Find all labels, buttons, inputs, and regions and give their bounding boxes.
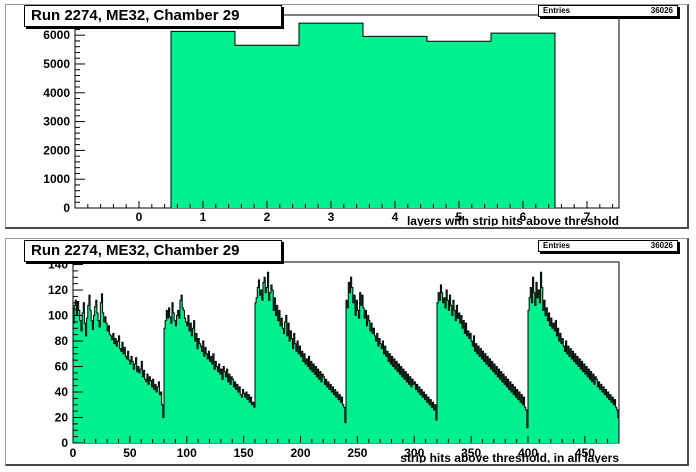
x-tick-label: 400: [518, 446, 538, 460]
y-tick-label: 80: [55, 334, 69, 348]
x-tick-label: 350: [461, 446, 481, 460]
y-tick-label: 1000: [43, 172, 70, 186]
x-tick-label: 2: [264, 210, 271, 224]
bar-outline: [170, 22, 556, 208]
x-tick-label: 4: [392, 210, 399, 224]
histogram-outline: [72, 271, 620, 443]
stats-label: Entries: [543, 241, 571, 250]
chart-title-1: Run 2274, ME32, Chamber 29: [24, 5, 282, 27]
x-tick-label: 250: [347, 446, 367, 460]
x-tick-label: 300: [404, 446, 424, 460]
x-tick-label: 450: [575, 446, 595, 460]
y-tick-label: 0: [61, 436, 68, 450]
x-tick-label: 0: [70, 446, 77, 460]
bar: [427, 41, 491, 208]
stats-box-2: Entries 36026: [538, 240, 678, 252]
y-tick-label: 6000: [43, 28, 70, 42]
bar: [491, 33, 555, 208]
chart-title-2: Run 2274, ME32, Chamber 29: [24, 240, 282, 262]
x-tick-label: 1: [200, 210, 207, 224]
x-tick-label: 0: [136, 210, 143, 224]
stats-box-1: Entries 36026: [538, 5, 678, 17]
y-tick-label: 100: [48, 309, 68, 323]
chart-panel-2: 0 20 40 60 80 100 120 140 0 50 100 150 200 250 300 350 4…: [5, 238, 689, 466]
y-tick-label: 40: [55, 385, 69, 399]
bar: [299, 23, 363, 208]
y-tick-label: 4000: [43, 86, 70, 100]
y-tick-label: 20: [55, 411, 69, 425]
y-tick-label: 60: [55, 360, 69, 374]
x-tick-label: 7: [584, 210, 591, 224]
histogram-layers: 0 1000 2000 3000 4000 5000 6000 0 1 2 3 4 5 6 7layers …: [43, 14, 620, 226]
x-tick-label: 100: [177, 446, 197, 460]
stats-value: 36026: [650, 241, 673, 250]
x-axis-label: strip hits above threshold, in all layer…: [400, 451, 619, 463]
y-tick-label: 3000: [43, 115, 70, 129]
x-tick-label: 5: [456, 210, 463, 224]
x-tick-label: 6: [520, 210, 527, 224]
y-tick-label: 0: [63, 201, 70, 215]
bar: [171, 31, 235, 208]
x-axis-label: layers with strip hits above threshold: [407, 214, 619, 226]
bar: [363, 36, 427, 208]
y-tick-label: 120: [48, 283, 68, 297]
bar: [235, 45, 299, 208]
chart-panel-1: 0 1000 2000 3000 4000 5000 6000 0 1 2 3 4 5 6 7 layers …: [5, 4, 689, 229]
x-tick-label: 3: [328, 210, 335, 224]
x-tick-label: 200: [290, 446, 310, 460]
x-tick-label: 150: [234, 446, 254, 460]
x-tick-label: 50: [123, 446, 137, 460]
stats-value: 36026: [650, 6, 673, 15]
y-tick-label: 2000: [43, 143, 70, 157]
stats-label: Entries: [543, 6, 571, 15]
y-tick-label: 5000: [43, 57, 70, 71]
